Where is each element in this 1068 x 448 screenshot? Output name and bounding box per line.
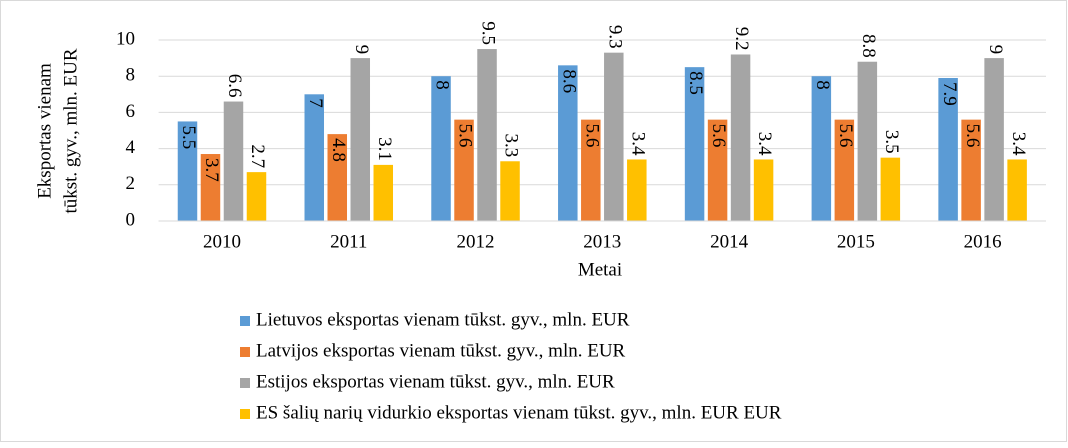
data-label: 4.8 [328,138,349,162]
legend-swatch [240,409,250,419]
data-label: 5.6 [455,124,476,148]
data-label: 3.3 [501,134,522,158]
y-tick-label: 2 [126,173,136,194]
legend-label: ES šalių narių vidurkio eksportas vienam… [256,402,782,423]
x-tick-label: 2012 [457,231,495,252]
bar [707,119,728,221]
data-label: 3.1 [374,137,395,161]
y-tick-label: 4 [126,137,136,158]
data-label: 9.2 [731,27,752,51]
bar [558,65,578,221]
data-label: 6.6 [224,74,245,98]
data-label: 3.4 [754,132,775,156]
x-tick-label: 2013 [583,231,621,252]
bar [938,78,958,221]
bar [431,76,451,221]
bar [177,121,198,221]
bar [684,67,705,222]
bar [200,154,221,221]
data-label: 5.5 [178,125,199,149]
bar [304,94,325,221]
bar [373,164,394,221]
bar [581,119,601,221]
data-label: 8.6 [558,69,579,93]
bar [961,119,981,221]
data-label: 9 [351,45,372,55]
data-label: 5.6 [835,124,856,148]
bar [327,134,348,221]
x-tick-label: 2016 [964,231,1002,252]
bar [454,119,474,221]
data-label: 3.4 [1008,132,1029,156]
y-tick-label: 6 [126,101,136,122]
data-label: 7.9 [939,82,960,106]
data-label: 8.5 [685,71,706,95]
legend-swatch [240,347,250,357]
y-tick-label: 0 [126,209,136,230]
y-axis-title: tūkst. gyv., mln. EUR [60,48,81,213]
y-axis-title: Eksportas vienam [34,63,55,199]
data-label: 7 [305,98,326,108]
y-tick-label: 10 [116,28,135,49]
bar [753,159,774,221]
legend-label: Estijos eksportas vienam tūkst. gyv., ml… [256,371,615,392]
bar [627,159,647,221]
data-label: 3.5 [881,130,902,154]
legend-swatch [240,316,250,326]
legend-label: Lietuvos eksportas vienam tūkst. gyv., m… [256,309,630,330]
bar [880,157,901,221]
data-label: 8 [812,80,833,90]
data-label: 3.7 [201,158,222,182]
bar [834,119,855,221]
x-tick-label: 2010 [203,231,241,252]
bar [811,76,832,221]
bar [223,101,244,221]
bar [730,54,751,222]
y-tick-label: 8 [126,65,136,86]
data-label: 5.6 [962,124,983,148]
legend-swatch [240,378,250,388]
data-label: 2.7 [247,144,268,168]
data-label: 3.4 [627,132,648,156]
x-tick-label: 2011 [330,231,367,252]
legend-label: Latvijos eksportas vienam tūkst. gyv., m… [256,340,626,361]
data-label: 5.6 [708,124,729,148]
bar [246,172,267,221]
data-label: 9 [985,45,1006,55]
bar [1007,159,1027,221]
data-label: 8 [432,80,453,90]
data-label: 9.5 [478,21,499,45]
data-label: 5.6 [581,124,602,148]
bar [984,58,1004,221]
bar [500,161,520,221]
x-axis-title: Metai [578,259,622,280]
bar [350,58,371,221]
data-label: 9.3 [604,25,625,49]
bar [604,52,624,221]
x-tick-label: 2014 [710,231,749,252]
x-tick-label: 2015 [837,231,875,252]
bar [857,61,878,221]
data-label: 8.8 [858,34,879,58]
bar [477,49,497,221]
